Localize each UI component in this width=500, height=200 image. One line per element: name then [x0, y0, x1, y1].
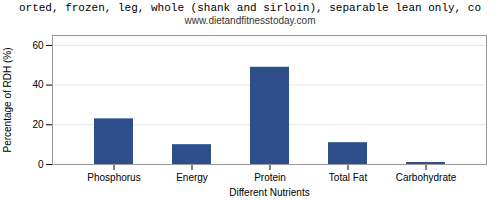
svg-text:20: 20 — [32, 119, 44, 130]
svg-text:40: 40 — [32, 79, 44, 90]
html-text:orted, frozen, leg, whole (sha: orted, frozen, leg, whole (shank and sir… — [19, 2, 481, 14]
svg-text:60: 60 — [32, 40, 44, 51]
svg-text:Protein: Protein — [254, 172, 286, 183]
svg-text:Phosphorus: Phosphorus — [87, 172, 140, 183]
svg-text:Total Fat: Total Fat — [329, 172, 368, 183]
svg-text:Energy: Energy — [176, 172, 208, 183]
svg-text:Carbohydrate: Carbohydrate — [396, 172, 457, 183]
svg-text:Different Nutrients: Different Nutrients — [229, 187, 309, 198]
html-text:www.dietandfitnesstoday.com: www.dietandfitnesstoday.com — [184, 15, 316, 26]
svg-text:0: 0 — [38, 159, 44, 170]
svg-text:Percentage of RDH (%): Percentage of RDH (%) — [2, 47, 13, 152]
